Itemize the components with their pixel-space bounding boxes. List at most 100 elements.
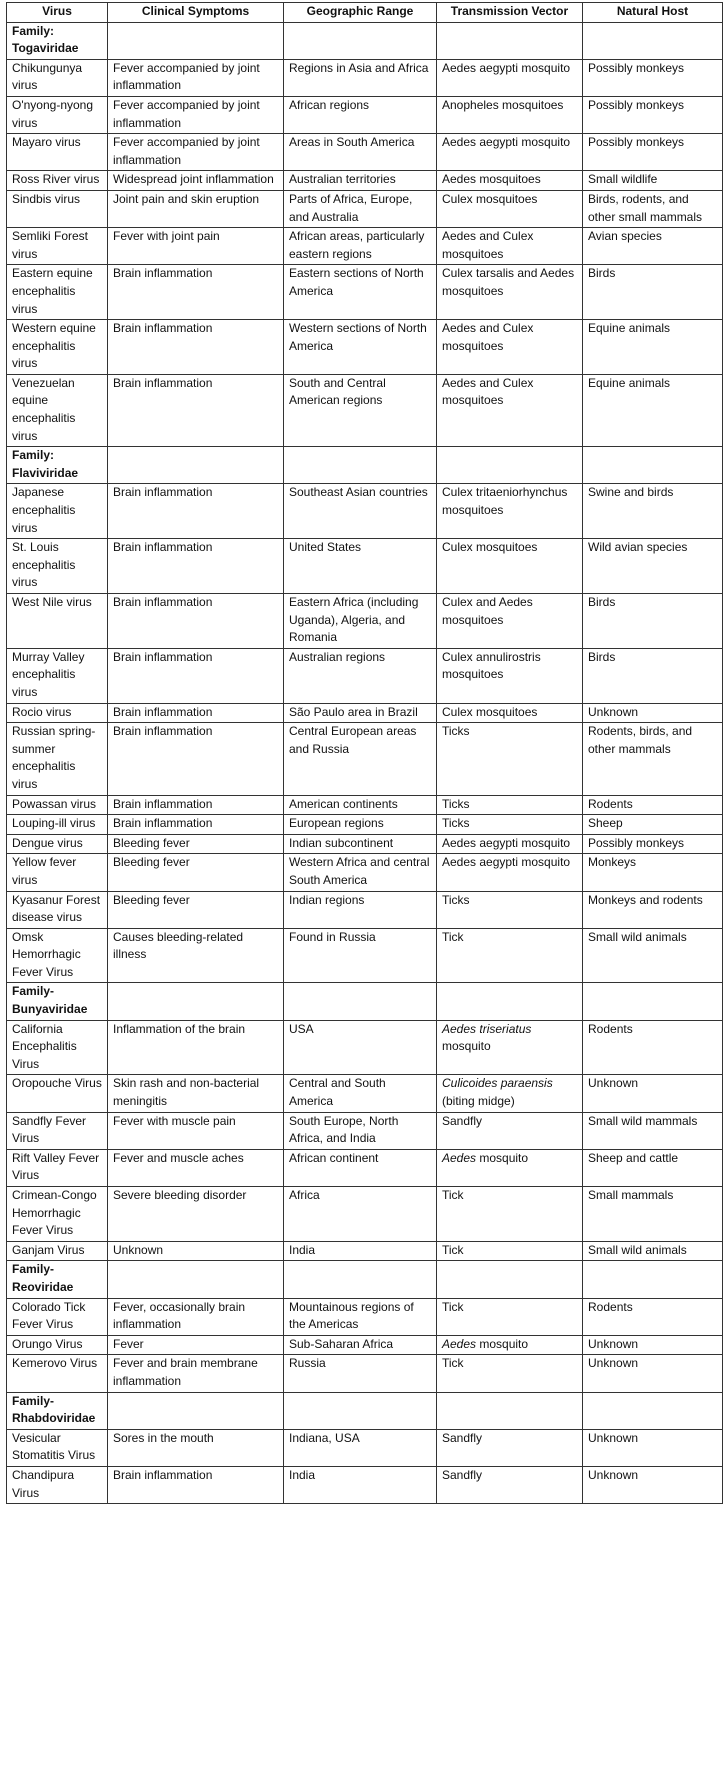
virus-row: Murray Valley encephalitis virus Brain in…	[6, 647, 723, 704]
table-cell: Australian territories	[283, 170, 437, 191]
family-label: Family: Flaviviridae	[6, 446, 108, 485]
table-cell: Unknown	[582, 1074, 723, 1113]
cell-text: mosquito	[442, 1039, 491, 1054]
family-row: Family- Rhabdoviridae	[6, 1391, 723, 1430]
table-cell: Birds	[582, 647, 723, 704]
table-cell: Possibly monkeys	[582, 133, 723, 172]
table-cell: Aedes aegypti mosquito	[436, 58, 583, 97]
table-cell: Culex and Aedes mosquitoes	[436, 593, 583, 649]
virus-row: Crimean-Congo Hemorrhagic Fever Virus Sev…	[6, 1186, 723, 1242]
table-cell: Southeast Asian countries	[283, 483, 437, 540]
table-cell: Fever accompanied by joint inflammation	[107, 95, 284, 135]
virus-row: Powassan virus Brain inflammation American…	[6, 794, 723, 816]
table-cell: Brain inflammation	[107, 593, 284, 649]
table-cell: Areas in South America	[283, 133, 437, 172]
table-cell: Indiana, USA	[283, 1428, 437, 1467]
table-cell: Fever and muscle aches	[107, 1148, 284, 1188]
table-cell: Rift Valley Fever Virus	[6, 1148, 108, 1188]
empty-cell	[283, 982, 437, 1021]
table-cell: Fever	[107, 1334, 284, 1356]
family-row: Family- Bunyaviridae	[6, 982, 723, 1021]
family-label: Family: Togaviridae	[6, 21, 108, 60]
table-cell: African continent	[283, 1148, 437, 1188]
virus-row: Eastern equine encephalitis virus Brain i…	[6, 264, 723, 321]
table-cell: Unknown	[107, 1240, 284, 1262]
table-cell: Vesicular Stomatitis Virus	[6, 1428, 108, 1467]
table-cell: Brain inflammation	[107, 538, 284, 594]
table-cell: Culex tarsalis and Aedes mosquitoes	[436, 264, 583, 321]
table-cell: Unknown	[582, 1428, 723, 1467]
table-cell: Swine and birds	[582, 483, 723, 540]
table-cell: Severe bleeding disorder	[107, 1186, 284, 1242]
table-cell: Brain inflammation	[107, 483, 284, 540]
virus-row: Japanese encephalitis virus Brain inflamm…	[6, 483, 723, 540]
virus-row: Russian spring-summer encephalitis virus…	[6, 722, 723, 796]
table-cell: Ticks	[436, 722, 583, 796]
table-cell: California Encephalitis Virus	[6, 1019, 108, 1076]
table-cell: Fever with joint pain	[107, 227, 284, 266]
cell-text: mosquito	[479, 1150, 529, 1165]
table-cell: Sheep	[582, 814, 723, 835]
family-label: Family- Reoviridae	[6, 1260, 108, 1299]
table-cell: Equine animals	[582, 319, 723, 375]
table-cell: Brain inflammation	[107, 1465, 284, 1505]
table-cell: Crimean-Congo Hemorrhagic Fever Virus	[6, 1186, 108, 1242]
table-cell: Powassan virus	[6, 794, 108, 816]
table-cell: African areas, particularly eastern regi…	[283, 227, 437, 266]
virus-row: Venezuelan equine encephalitis virus Brai…	[6, 373, 723, 448]
empty-cell	[107, 446, 284, 485]
table-cell: Bleeding fever	[107, 890, 284, 929]
table-cell: Tick	[436, 927, 583, 984]
table-cell: Causes bleeding-related illness	[107, 927, 284, 984]
table-cell: Fever accompanied by joint inflammation	[107, 133, 284, 172]
virus-row: Chandipura Virus Brain inflammation India S…	[6, 1465, 723, 1505]
virus-row: Mayaro virus Fever accompanied by joint i…	[6, 133, 723, 172]
table-cell: Fever, occasionally brain inflammation	[107, 1297, 284, 1336]
table-cell: Western Africa and central South America	[283, 853, 437, 892]
empty-cell	[582, 982, 723, 1021]
table-cell: Eastern equine encephalitis virus	[6, 264, 108, 321]
table-cell: Inflammation of the brain	[107, 1019, 284, 1076]
table-cell: West Nile virus	[6, 593, 108, 649]
table-cell: Rodents	[582, 1019, 723, 1076]
table-cell: European regions	[283, 814, 437, 835]
table-cell: Aedes and Culex mosquitoes	[436, 227, 583, 266]
table-cell: United States	[283, 538, 437, 594]
table-cell: Semliki Forest virus	[6, 227, 108, 266]
column-header: Virus	[6, 2, 108, 23]
empty-cell	[582, 446, 723, 485]
table-cell: Sores in the mouth	[107, 1428, 284, 1467]
empty-cell	[283, 446, 437, 485]
table-cell: India	[283, 1240, 437, 1262]
table-cell: Bleeding fever	[107, 853, 284, 892]
table-cell: Aedes and Culex mosquitoes	[436, 373, 583, 448]
table-cell: Rodents	[582, 794, 723, 816]
cell-text: (biting midge)	[442, 1094, 515, 1109]
table-cell: Small wildlife	[582, 170, 723, 191]
virus-row: Ganjam Virus Unknown India Tick Small wild a…	[6, 1240, 723, 1262]
table-cell: Tick	[436, 1297, 583, 1336]
column-header: Transmission Vector	[436, 2, 583, 23]
table-body: Family: Togaviridae Chikungunya virus Feve…	[6, 21, 723, 1505]
virus-row: St. Louis encephalitis virus Brain inflam…	[6, 538, 723, 594]
virus-row: Orungo Virus Fever Sub-Saharan Africa Aedes…	[6, 1334, 723, 1356]
empty-cell	[436, 982, 583, 1021]
table-cell: Mountainous regions of the Americas	[283, 1297, 437, 1336]
virus-row: Kemerovo Virus Fever and brain membrane i…	[6, 1354, 723, 1393]
table-cell: Ticks	[436, 794, 583, 816]
virus-row: Yellow fever virus Bleeding fever Western …	[6, 853, 723, 892]
table-cell: Avian species	[582, 227, 723, 266]
table-cell: Sandfly Fever Virus	[6, 1111, 108, 1150]
table-cell: Possibly monkeys	[582, 95, 723, 135]
table-cell: Louping-ill virus	[6, 814, 108, 835]
table-cell: Kyasanur Forest disease virus	[6, 890, 108, 929]
table-cell: Brain inflammation	[107, 647, 284, 704]
table-cell: Culex annulirostris mosquitoes	[436, 647, 583, 704]
table-cell: Eastern sections of North America	[283, 264, 437, 321]
table-cell: Fever and brain membrane inflammation	[107, 1354, 284, 1393]
table-cell: Culicoides paraensis (biting midge)	[436, 1074, 583, 1113]
column-header: Geographic Range	[283, 2, 437, 23]
species-name: Culicoides paraensis	[442, 1076, 553, 1091]
table-cell: Small wild animals	[582, 927, 723, 984]
